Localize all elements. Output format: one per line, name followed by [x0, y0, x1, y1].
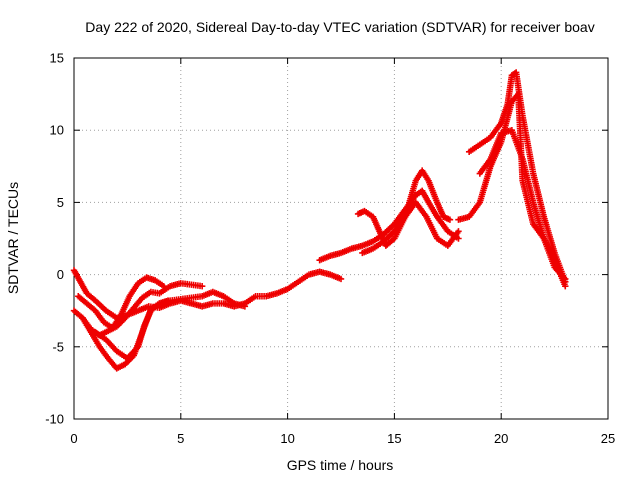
y-tick-label: -10: [45, 412, 64, 427]
y-tick-label: 5: [57, 195, 64, 210]
y-tick-label: 15: [50, 51, 64, 66]
data-point: [160, 282, 167, 290]
x-axis-label: GPS time / hours: [287, 457, 394, 473]
data-point: [562, 282, 569, 290]
x-tick-label: 5: [177, 431, 184, 446]
plot-frame: [73, 57, 609, 420]
x-tick-label: 0: [70, 431, 77, 446]
y-tick-label: 10: [50, 123, 64, 138]
x-tick-label: 25: [601, 431, 615, 446]
data-point: [455, 235, 462, 242]
x-axis-ticks: 0 5 10 15 20 25: [70, 58, 615, 446]
y-tick-label: -5: [52, 339, 64, 354]
series-arc11: [455, 90, 569, 290]
grid-lines: [74, 58, 608, 419]
series-arc8: [359, 199, 462, 257]
data-point: [337, 275, 345, 283]
series-arc6: [316, 187, 462, 264]
chart-title: Day 222 of 2020, Sidereal Day-to-day VTE…: [85, 19, 594, 35]
y-axis-ticks: -10 -5 0 5 10 15: [45, 51, 608, 427]
data-point: [446, 216, 454, 223]
y-tick-label: 0: [57, 267, 64, 282]
series-arc4: [92, 288, 249, 362]
data-points: [70, 69, 569, 372]
data-point: [241, 303, 249, 310]
series-arc5: [75, 274, 167, 332]
x-tick-label: 10: [280, 431, 294, 446]
data-point: [455, 228, 462, 235]
x-tick-label: 15: [387, 431, 401, 446]
data-point: [198, 282, 206, 290]
y-axis-label: SDTVAR / TECUs: [5, 182, 21, 294]
x-tick-label: 20: [494, 431, 508, 446]
